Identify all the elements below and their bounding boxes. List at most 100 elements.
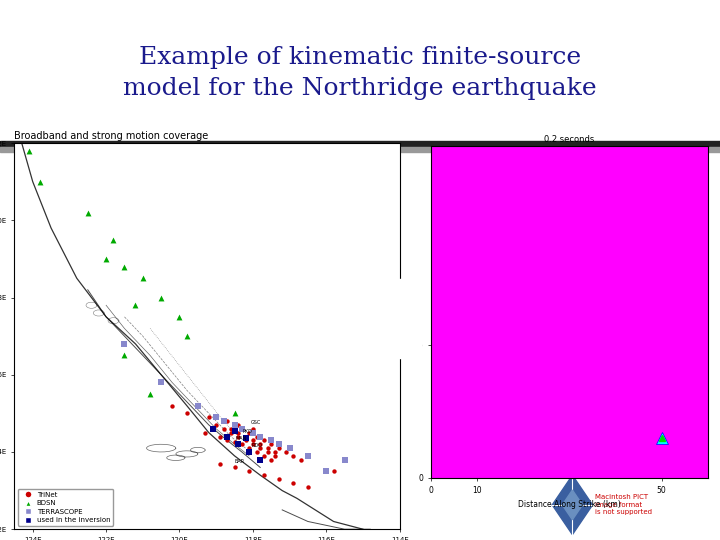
Point [269,448,281,456]
Point [251,432,262,441]
Point [240,434,251,443]
Point [269,451,281,460]
X-axis label: Distance Along Strike (km): Distance Along Strike (km) [518,500,621,509]
Point [222,436,233,445]
Point [203,413,215,422]
Bar [366,279,421,359]
Point [23,146,35,155]
Point [217,424,229,433]
Point [222,432,233,441]
Point [254,440,266,449]
Point [247,428,258,437]
Point [233,428,244,437]
Polygon shape [552,475,593,535]
Point [243,444,255,453]
Point [258,436,269,445]
Point [266,440,277,449]
Point [233,440,244,449]
Point [266,436,277,445]
Point [236,440,248,449]
Point [217,417,229,426]
Point [254,455,266,464]
Point [229,463,240,472]
Point [214,459,225,468]
Point [339,455,351,464]
Point [207,424,218,433]
Point [229,421,240,429]
Legend: TriNet, BDSN, TERRASCOPE, used in the inversion: TriNet, BDSN, TERRASCOPE, used in the in… [18,489,113,526]
Text: Broadband and strong motion coverage: Broadband and strong motion coverage [14,131,209,141]
Point [119,340,130,348]
Point [247,440,258,449]
Point [156,293,167,302]
Bar [0,147,720,152]
Point [225,428,237,437]
Text: RDO: RDO [251,443,262,448]
Point [192,401,204,410]
Point [243,448,255,456]
Point [236,424,248,433]
Point [273,440,284,449]
Point [100,255,112,264]
Point [284,444,295,453]
Text: Example of kinematic finite-source
model for the Northridge earthquake: Example of kinematic finite-source model… [123,46,597,99]
Point [254,432,266,441]
Point [222,417,233,426]
Point [280,448,292,456]
Point [210,413,222,422]
Point [108,235,120,244]
Point [229,427,240,435]
Point [240,432,251,441]
Text: GSC: GSC [251,420,261,425]
Point [35,177,46,186]
Point [247,424,258,433]
Point [273,444,284,453]
Text: BAR: BAR [235,459,245,464]
Point [181,332,192,341]
Point [302,451,314,460]
Point [166,401,178,410]
Text: PKD: PKD [243,429,253,435]
Point [119,351,130,360]
Point [236,424,248,433]
Text: MAN: MAN [235,436,247,441]
Point [302,482,314,491]
Point [229,409,240,418]
Point [328,467,339,476]
Point [233,421,244,429]
Text: ICT
at
rted: ICT at rted [313,166,379,272]
Bar [0,141,720,147]
Point [217,417,229,426]
Point [210,421,222,429]
Point [258,451,269,460]
Point [130,301,141,309]
Polygon shape [562,490,582,519]
Point [247,436,258,445]
Point [266,455,277,464]
Point [174,313,185,321]
Point [119,262,130,271]
Point [243,467,255,476]
Point [254,444,266,453]
Point [199,428,211,437]
Point [229,438,240,447]
Point [156,378,167,387]
Point [145,390,156,399]
Title: 0.2 seconds: 0.2 seconds [544,134,594,144]
Point [240,436,251,445]
Point [320,467,332,476]
Point [181,409,192,418]
Point [251,448,262,456]
Point [287,451,299,460]
Point [287,478,299,487]
Point [294,455,306,464]
Point [273,475,284,483]
Point [262,444,274,453]
Point [243,428,255,437]
Point [233,432,244,441]
Point [229,421,240,429]
Text: Macintosh PICT
image format
is not supported: Macintosh PICT image format is not suppo… [595,495,652,515]
Y-axis label: Distance D: Distance D [399,291,408,333]
Point [137,274,148,282]
Point [262,448,274,456]
